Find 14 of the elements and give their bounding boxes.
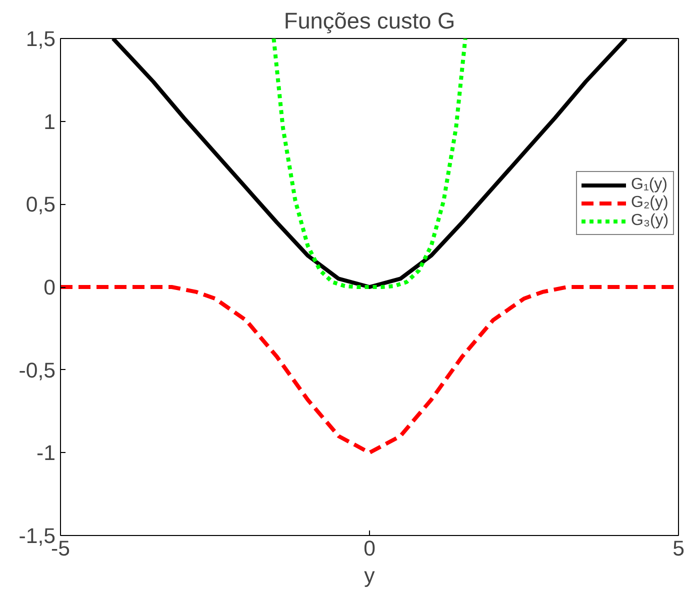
- y-tick-label: 0,5: [26, 192, 56, 217]
- y-tick-label: -0,5: [18, 358, 56, 382]
- x-tick-label: 5: [672, 536, 684, 560]
- x-tick-label: 0: [364, 536, 376, 560]
- chart-title: Funções custo G: [284, 8, 456, 34]
- legend-label: G₃(y): [631, 212, 669, 230]
- y-tick-label: -1: [36, 441, 56, 466]
- y-tick-label: 1: [44, 110, 56, 134]
- y-tick-label: 1,5: [26, 27, 56, 51]
- y-tick-label: 0: [44, 276, 56, 300]
- legend-label: G₂(y): [631, 194, 668, 212]
- x-axis-title: y: [364, 564, 376, 588]
- line-series: [272, 38, 468, 289]
- legend-label: G₁(y): [631, 176, 668, 194]
